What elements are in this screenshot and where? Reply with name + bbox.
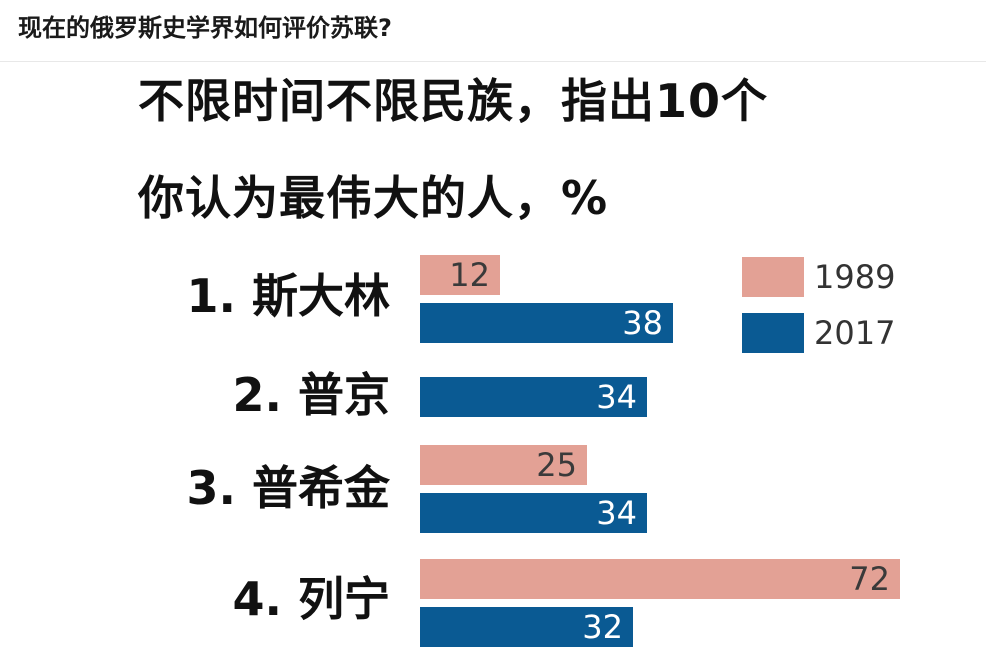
bar-1989: 25 (420, 445, 587, 485)
bar-2017: 34 (420, 493, 647, 533)
bar-1989: 12 (420, 255, 500, 295)
bar-value-label: 38 (622, 304, 663, 342)
question-title[interactable]: 现在的俄罗斯史学界如何评价苏联? (18, 14, 392, 42)
question-header: 现在的俄罗斯史学界如何评价苏联? (0, 0, 986, 62)
bar-2017: 34 (420, 377, 647, 417)
bar-value-label: 72 (849, 560, 890, 598)
category-label: 1. 斯大林 (186, 269, 391, 323)
bar-1989: 72 (420, 559, 900, 599)
category-label: 4. 列宁 (232, 572, 391, 626)
category-label: 2. 普京 (232, 368, 391, 422)
category-label: 3. 普希金 (186, 461, 391, 515)
bar-2017: 32 (420, 607, 633, 647)
bar-value-label: 34 (596, 494, 637, 532)
bar-chart: 不限时间不限民族，指出10个 你认为最伟大的人，% 1. 斯大林 12 38 2. 普… (0, 63, 986, 668)
chart-title-line-2: 你认为最伟大的人，% (138, 171, 609, 225)
legend-swatch (742, 257, 804, 297)
bar-value-label: 32 (582, 608, 623, 646)
bar-2017: 38 (420, 303, 673, 343)
chart-title-line-1: 不限时间不限民族，指出10个 (138, 74, 769, 128)
legend-swatch (742, 313, 804, 353)
bar-value-label: 25 (536, 446, 577, 484)
bar-value-label: 12 (449, 256, 490, 294)
bar-value-label: 34 (596, 378, 637, 416)
legend-label: 2017 (814, 314, 896, 352)
legend-label: 1989 (814, 258, 896, 296)
